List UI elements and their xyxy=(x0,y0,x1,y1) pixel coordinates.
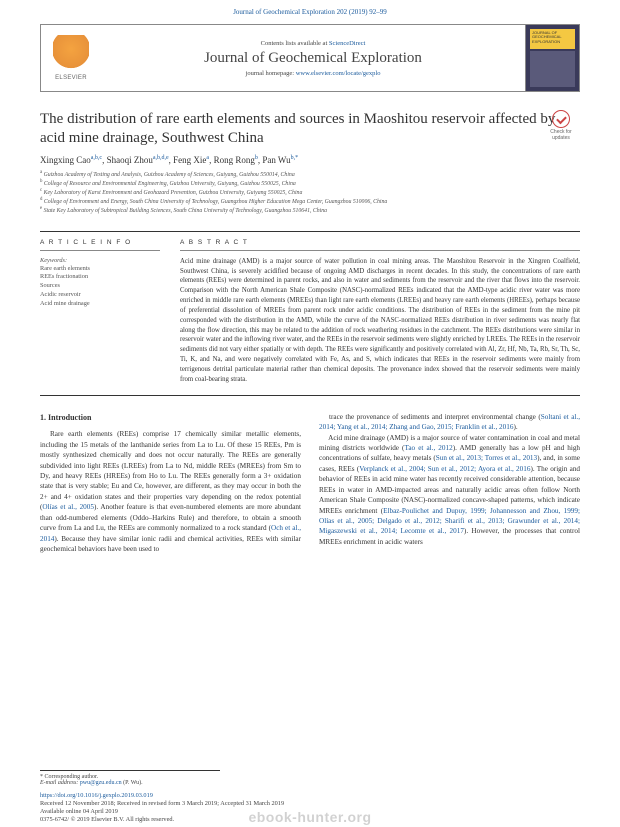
checkmark-icon xyxy=(552,110,570,128)
intro-paragraph-1: Rare earth elements (REEs) comprise 17 c… xyxy=(40,429,301,554)
affiliations: a Guizhou Academy of Testing and Analysi… xyxy=(40,170,580,215)
journal-name: Journal of Geochemical Exploration xyxy=(204,50,422,67)
body-column-right: trace the provenance of sediments and in… xyxy=(319,412,580,555)
journal-homepage: journal homepage: www.elsevier.com/locat… xyxy=(246,70,381,77)
contents-label: Contents lists available at xyxy=(261,40,329,47)
journal-masthead: ELSEVIER Contents lists available at Sci… xyxy=(40,24,580,92)
journal-cover: JOURNAL OF GEOCHEMICAL EXPLORATION xyxy=(525,25,579,91)
body-column-left: 1. Introduction Rare earth elements (REE… xyxy=(40,412,301,555)
elsevier-brand: ELSEVIER xyxy=(55,75,87,81)
keywords-label: Keywords: xyxy=(40,257,160,264)
page-footer: * Corresponding author. E-mail address: … xyxy=(0,764,620,827)
contents-available: Contents lists available at ScienceDirec… xyxy=(261,40,366,47)
elsevier-tree-icon xyxy=(53,35,89,75)
abstract-heading: A B S T R A C T xyxy=(180,239,580,251)
article-info: A R T I C L E I N F O Keywords: Rare ear… xyxy=(40,232,168,395)
journal-center: Contents lists available at ScienceDirec… xyxy=(101,25,525,91)
check-updates-badge[interactable]: Check for updates xyxy=(546,110,576,140)
check-updates-label: Check for updates xyxy=(546,129,576,141)
cover-title: JOURNAL OF GEOCHEMICAL EXPLORATION xyxy=(530,29,575,49)
homepage-label: journal homepage: xyxy=(246,70,296,77)
corresponding-author: * Corresponding author. E-mail address: … xyxy=(40,770,220,786)
email-who: (P. Wu). xyxy=(122,780,143,786)
keywords-list: Rare earth elementsREEs fractionationSou… xyxy=(40,265,160,309)
running-header: Journal of Geochemical Exploration 202 (… xyxy=(0,0,620,20)
article-info-heading: A R T I C L E I N F O xyxy=(40,239,160,251)
abstract: A B S T R A C T Acid mine drainage (AMD)… xyxy=(168,232,580,395)
section-heading: 1. Introduction xyxy=(40,412,301,424)
email-label: E-mail address: xyxy=(40,780,80,786)
received-dates: Received 12 November 2018; Received in r… xyxy=(40,800,580,807)
doi-link[interactable]: https://doi.org/10.1016/j.gexplo.2019.03… xyxy=(40,792,153,799)
sciencedirect-link[interactable]: ScienceDirect xyxy=(329,40,365,47)
copyright: 0375-6742/ © 2019 Elsevier B.V. All righ… xyxy=(40,816,580,823)
author-list: Xingxing Caoa,b,c, Shaoqi Zhoua,b,d,e, F… xyxy=(40,155,580,165)
abstract-text: Acid mine drainage (AMD) is a major sour… xyxy=(180,257,580,385)
elsevier-logo: ELSEVIER xyxy=(41,25,101,91)
email-link[interactable]: pwu@gzu.edu.cn xyxy=(80,780,122,786)
intro-paragraph-2: trace the provenance of sediments and in… xyxy=(319,412,580,548)
cover-image xyxy=(530,51,575,87)
article-title: The distribution of rare earth elements … xyxy=(40,110,580,148)
available-date: Available online 04 April 2019 xyxy=(40,808,580,815)
homepage-link[interactable]: www.elsevier.com/locate/gexplo xyxy=(296,70,381,77)
